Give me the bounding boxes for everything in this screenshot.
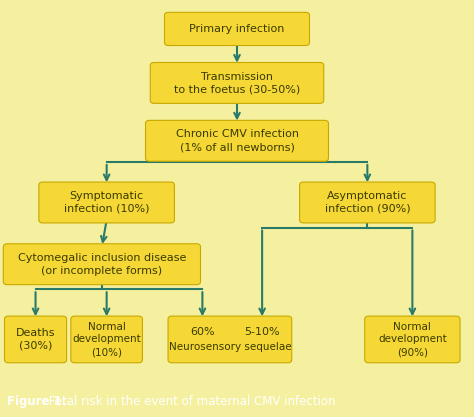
Text: Primary infection: Primary infection	[189, 24, 285, 34]
Text: Symptomatic
infection (10%): Symptomatic infection (10%)	[64, 191, 149, 214]
Text: Normal
development
(90%): Normal development (90%)	[378, 322, 447, 357]
FancyBboxPatch shape	[150, 63, 324, 103]
FancyBboxPatch shape	[365, 316, 460, 363]
Text: Figure 1:: Figure 1:	[7, 395, 67, 408]
Text: Normal
development
(10%): Normal development (10%)	[72, 322, 141, 357]
Text: 60%: 60%	[190, 327, 215, 337]
FancyBboxPatch shape	[71, 316, 142, 363]
FancyBboxPatch shape	[146, 121, 328, 161]
FancyBboxPatch shape	[3, 244, 201, 285]
Text: Asymptomatic
infection (90%): Asymptomatic infection (90%)	[325, 191, 410, 214]
Text: Chronic CMV infection
(1% of all newborns): Chronic CMV infection (1% of all newborn…	[175, 129, 299, 152]
FancyBboxPatch shape	[39, 182, 174, 223]
Text: 5-10%: 5-10%	[244, 327, 280, 337]
Text: Neurosensory sequelae: Neurosensory sequelae	[169, 342, 291, 352]
FancyBboxPatch shape	[4, 316, 66, 363]
Text: Deaths
(30%): Deaths (30%)	[16, 328, 55, 351]
FancyBboxPatch shape	[164, 13, 310, 45]
FancyBboxPatch shape	[168, 316, 292, 363]
Text: Fetal risk in the event of maternal CMV infection: Fetal risk in the event of maternal CMV …	[45, 395, 336, 408]
FancyBboxPatch shape	[300, 182, 435, 223]
Text: Cytomegalic inclusion disease
(or incomplete forms): Cytomegalic inclusion disease (or incomp…	[18, 253, 186, 276]
Text: Transmission
to the foetus (30-50%): Transmission to the foetus (30-50%)	[174, 72, 300, 94]
